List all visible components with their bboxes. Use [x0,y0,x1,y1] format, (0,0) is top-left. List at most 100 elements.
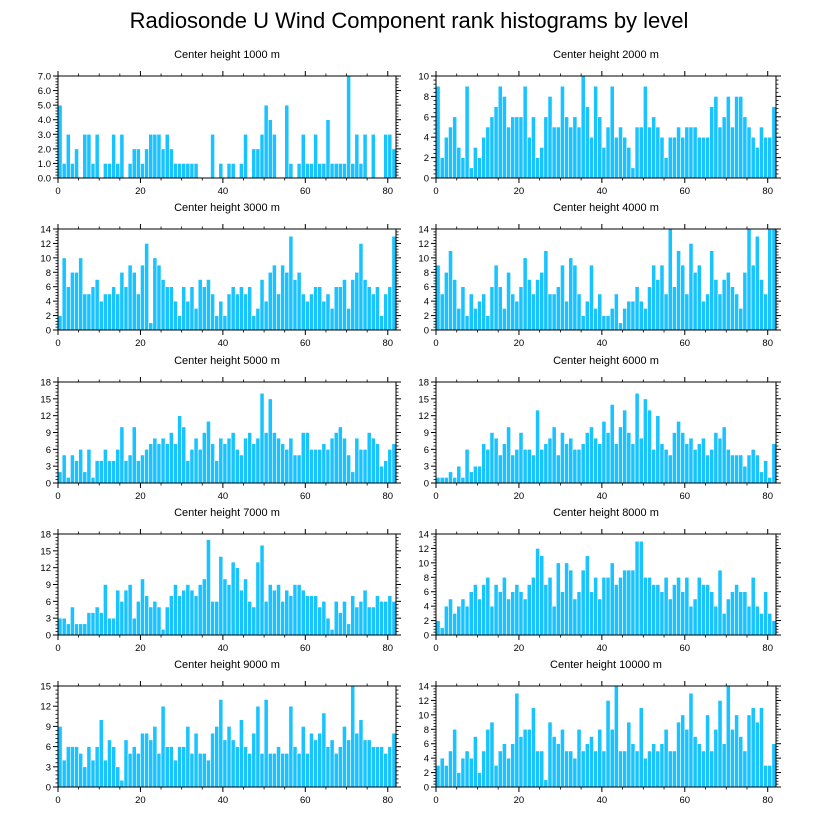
bar [263,699,269,788]
bar [230,561,236,636]
bar [387,595,393,636]
bar [643,308,648,331]
bar [156,133,162,179]
bar [222,739,228,788]
bar [547,437,553,484]
bar [136,148,141,179]
x-tick-label: 0 [55,491,60,502]
bar [329,437,335,484]
bar [477,772,482,788]
bar [391,443,397,484]
bar [210,732,215,788]
bar [443,477,449,484]
bar [493,437,499,484]
bar [493,106,499,179]
bar [584,432,590,484]
bar [638,126,644,179]
bar [439,477,445,484]
bar [239,589,244,636]
bar [131,746,137,788]
bar [626,432,632,484]
bar [90,759,96,788]
bar [672,432,677,484]
bar [750,707,756,788]
bar [609,562,615,636]
bar [663,576,669,636]
bar [497,750,503,788]
bar [346,739,351,788]
bar [74,148,79,179]
bar [329,308,335,331]
bar [148,443,154,484]
bar [643,576,648,636]
bar [181,746,187,788]
bar [572,264,578,331]
bar [119,133,125,179]
bar [771,620,777,636]
bar [547,576,553,636]
bar [82,133,88,179]
bar [734,584,739,636]
bar [230,739,236,788]
bar [721,116,727,179]
bar [742,116,748,179]
x-tick-label: 40 [218,643,229,654]
bar [317,286,323,331]
bar [667,228,673,331]
x-tick-label: 20 [514,643,525,654]
panel-2: Center height 2000 m 0 2 4 6 8 10 0 20 40 60 80 [418,49,781,197]
bar [560,264,565,331]
bar [82,471,88,484]
y-tick-label: 12 [40,702,51,713]
bar [82,293,88,331]
bar [452,728,458,788]
bar [468,293,474,331]
y-tick-label: 4 [424,602,429,613]
bar [173,163,178,179]
y-tick-label: 3.0 [38,130,51,141]
bar [152,437,158,484]
bar [74,271,79,331]
x-tick-label: 40 [597,338,608,349]
bar [746,454,752,484]
bar [337,612,343,636]
bar [473,308,478,331]
panel-title: Center height 9000 m [174,659,280,671]
bar [185,726,191,788]
bar [481,584,487,636]
bar [452,477,458,484]
bar [197,753,203,788]
bar [705,714,710,788]
bar [643,398,648,484]
bar [754,605,760,636]
bar [680,264,686,331]
x-tick-label: 0 [55,338,60,349]
bar [103,163,108,179]
bar [140,454,145,484]
bar [280,753,286,788]
bar [140,732,145,788]
bar [730,286,735,331]
bar [734,454,739,484]
bar [354,732,360,788]
bar [152,601,158,636]
bar [136,753,141,788]
bar [460,477,466,484]
x-tick-label: 40 [597,186,608,197]
bar [717,569,723,636]
y-tick-label: 14 [40,225,51,236]
bar [497,591,503,636]
x-tick-label: 40 [218,491,229,502]
bar [383,133,389,179]
bar [218,556,224,636]
bar [763,765,769,788]
bar [464,449,470,484]
x-tick-label: 80 [382,643,393,654]
panel-title: Center height 5000 m [174,355,280,367]
bar [305,163,310,179]
y-tick-label: 6.0 [38,86,51,97]
bar [506,271,511,331]
bar [305,432,310,484]
bar [251,443,257,484]
bar [688,605,694,636]
